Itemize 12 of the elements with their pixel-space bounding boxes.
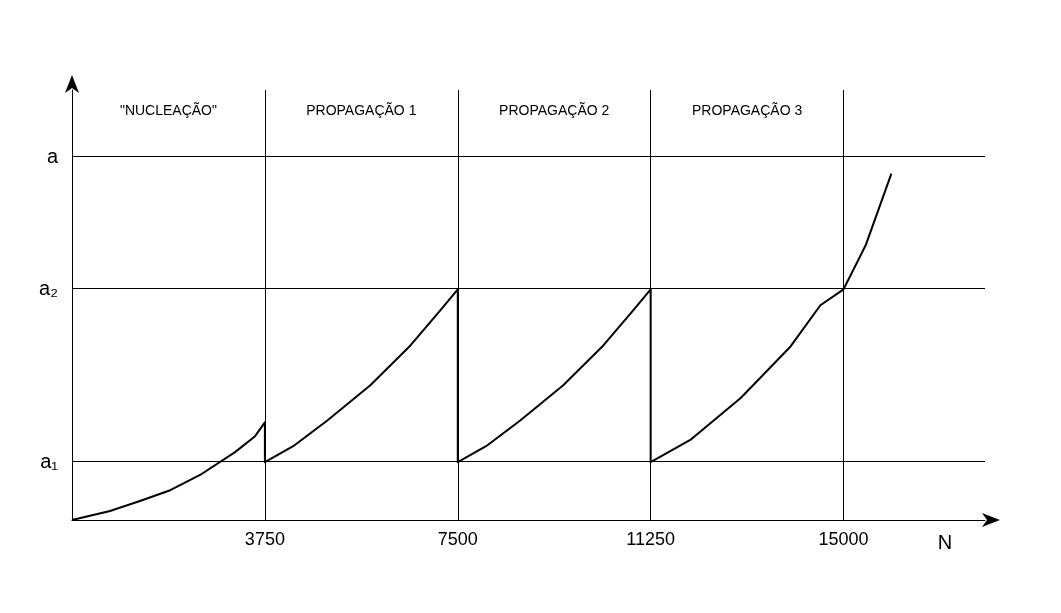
ref-line-label: a <box>46 145 59 168</box>
text: PROPAGAÇÃO 2 <box>499 102 610 118</box>
x-tick-label: 7500 <box>437 529 478 549</box>
x-tick-label: 11250 <box>626 529 676 549</box>
ref-line-label: a₂ <box>39 276 58 299</box>
text: "NUCLEAÇÃO" <box>119 102 218 118</box>
x-axis-title: N <box>937 531 953 553</box>
x-tick-label: 15000 <box>818 529 869 549</box>
x-tick-label: 3750 <box>244 529 285 549</box>
text: PROPAGAÇÃO 3 <box>692 102 803 118</box>
text: PROPAGAÇÃO 1 <box>306 102 417 118</box>
ref-line-label: a₁ <box>40 450 59 473</box>
